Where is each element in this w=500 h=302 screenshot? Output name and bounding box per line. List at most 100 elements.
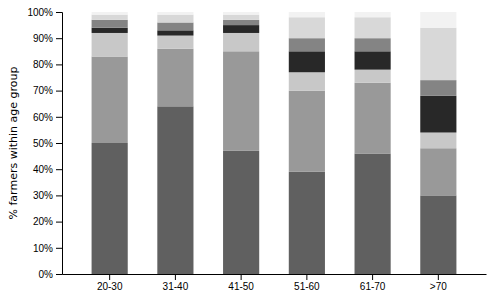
y-tick-mark	[56, 117, 62, 118]
y-axis-title: % farmers within age group	[7, 67, 20, 220]
x-tick-label: 51-60	[294, 281, 320, 292]
x-tick-label: 41-50	[228, 281, 254, 292]
x-tick-mark	[372, 274, 373, 280]
series	[92, 49, 457, 196]
bar-segment	[92, 28, 128, 33]
x-tick-label: >70	[430, 281, 447, 292]
bar-segment	[157, 30, 193, 35]
bar-segment	[355, 51, 391, 69]
y-tick: 10%	[33, 243, 62, 254]
y-tick-mark	[56, 91, 62, 92]
bar-segment	[289, 172, 325, 274]
y-tick-mark	[56, 274, 62, 275]
x-tick-label: 31-40	[163, 281, 189, 292]
bar-segment	[420, 133, 456, 149]
x-axis: 20-30 31-40 41-50 51-60 61-70 >70	[63, 274, 487, 292]
bar-segment	[223, 51, 259, 151]
bar-segment	[420, 96, 456, 133]
y-tick: 40%	[33, 164, 62, 175]
x-tick-label: 61-70	[360, 281, 386, 292]
bar-segment	[420, 12, 456, 28]
bar-segment	[355, 12, 391, 17]
bar-segment	[92, 20, 128, 28]
y-tick-mark	[56, 248, 62, 249]
y-tick: 80%	[33, 59, 62, 70]
y-tick-label: 60%	[33, 112, 53, 123]
bars	[92, 12, 457, 274]
bar-segment	[157, 22, 193, 30]
y-tick-mark	[56, 222, 62, 223]
series	[92, 20, 457, 96]
y-tick-label: 0%	[39, 269, 54, 280]
x-axis-line	[63, 274, 487, 275]
y-tick-label: 30%	[33, 190, 53, 201]
series	[92, 25, 457, 132]
y-tick-mark	[56, 64, 62, 65]
y-tick-label: 10%	[33, 243, 53, 254]
series	[92, 33, 457, 148]
bar-segment	[355, 17, 391, 38]
bar-segment	[289, 12, 325, 17]
y-tick-label: 50%	[33, 138, 53, 149]
bar-segment	[92, 57, 128, 143]
series	[92, 106, 457, 274]
y-tick-label: 70%	[33, 85, 53, 96]
chart: 0% 10% 20% 30% 40% 50% 60% 70% 80% 90% 100% 20-30 31…	[0, 0, 500, 302]
bar-segment	[223, 12, 259, 15]
x-tick-mark	[438, 274, 439, 280]
series	[92, 12, 457, 28]
y-tick: 70%	[33, 85, 62, 96]
y-tick-label: 80%	[33, 59, 53, 70]
y-axis: 0% 10% 20% 30% 40% 50% 60% 70% 80% 90% 100%	[27, 7, 62, 280]
bar-segment	[289, 17, 325, 38]
y-tick: 20%	[33, 216, 62, 227]
bar-segment	[223, 25, 259, 33]
y-tick-label: 40%	[33, 164, 53, 175]
plot: 0% 10% 20% 30% 40% 50% 60% 70% 80% 90% 100% 20-30 31…	[27, 7, 486, 292]
bar-segment	[420, 80, 456, 96]
x-tick-mark	[241, 274, 242, 280]
bar-segment	[92, 33, 128, 57]
bar-segment	[420, 28, 456, 80]
y-tick-mark	[56, 195, 62, 196]
bar-segment	[355, 83, 391, 154]
bar-segment	[289, 91, 325, 172]
x-tick: 31-40	[163, 274, 189, 292]
y-tick-label: 100%	[27, 7, 53, 18]
bar-segment	[355, 70, 391, 83]
bar-segment	[223, 20, 259, 25]
series	[92, 15, 457, 81]
bar-segment	[157, 49, 193, 107]
bar-segment	[355, 153, 391, 274]
bar-segment	[157, 36, 193, 49]
y-tick: 100%	[27, 7, 62, 18]
y-tick: 30%	[33, 190, 62, 201]
bar-segment	[223, 151, 259, 274]
x-tick-mark	[306, 274, 307, 280]
x-tick: 41-50	[228, 274, 254, 292]
bar-segment	[223, 15, 259, 20]
y-tick-mark	[56, 169, 62, 170]
bar-segment	[420, 148, 456, 195]
bar-segment	[289, 38, 325, 51]
y-tick-mark	[56, 143, 62, 144]
y-tick-label: 20%	[33, 216, 53, 227]
bar-segment	[92, 143, 128, 274]
y-tick: 0%	[39, 269, 62, 280]
x-tick-mark	[109, 274, 110, 280]
y-axis-line	[56, 13, 63, 275]
bar-segment	[157, 106, 193, 274]
x-tick-mark	[175, 274, 176, 280]
y-tick: 90%	[33, 33, 62, 44]
y-tick-label: 90%	[33, 33, 53, 44]
x-tick: 20-30	[97, 274, 123, 292]
y-tick-mark	[56, 38, 62, 39]
y-tick-mark	[56, 12, 62, 13]
bar-segment	[92, 15, 128, 20]
bar-segment	[289, 51, 325, 72]
bar-segment	[420, 195, 456, 274]
y-tick: 60%	[33, 112, 62, 123]
bar-segment	[223, 33, 259, 51]
bar-segment	[355, 38, 391, 51]
x-tick: 61-70	[360, 274, 386, 292]
